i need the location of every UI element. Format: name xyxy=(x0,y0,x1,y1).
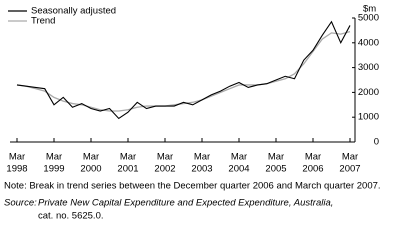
x-tick-label: Mar xyxy=(83,152,99,163)
x-tick-label: Mar xyxy=(194,152,210,163)
x-tick-label: Mar xyxy=(46,152,62,163)
y-tick-label: 4000 xyxy=(358,37,379,48)
series-line xyxy=(16,31,351,112)
y-tick-label: 3000 xyxy=(358,62,379,73)
x-tick-label: Mar xyxy=(342,152,358,163)
x-tick-label: Mar xyxy=(9,152,25,163)
x-tick-label: 1999 xyxy=(43,164,64,175)
x-tick-label: 2006 xyxy=(302,164,323,175)
chart: $m Note: Break in trend series between t… xyxy=(4,4,381,222)
y-tick-label: 5000 xyxy=(358,13,379,24)
x-tick-label: 2003 xyxy=(191,164,212,175)
x-tick-label: Mar xyxy=(157,152,173,163)
unit-label: $m xyxy=(363,4,376,15)
x-tick-label: Mar xyxy=(305,152,321,163)
x-tick-label: 2005 xyxy=(265,164,286,175)
source-title: Private New Capital Expenditure and Expe… xyxy=(38,198,333,209)
x-tick-label: 2007 xyxy=(339,164,360,175)
x-tick-label: Mar xyxy=(120,152,136,163)
legend-label: Trend xyxy=(31,16,55,27)
x-tick-label: 1998 xyxy=(6,164,27,175)
series-line xyxy=(16,20,351,120)
x-tick-label: Mar xyxy=(268,152,284,163)
y-tick-label: 0 xyxy=(374,137,379,148)
x-tick-label: 2004 xyxy=(228,164,249,175)
x-tick-label: Mar xyxy=(231,152,247,163)
source-label: Source: xyxy=(4,198,37,209)
note: Note: Break in trend series between the … xyxy=(4,181,381,192)
y-tick-label: 2000 xyxy=(358,87,379,98)
legend-label: Seasonally adjusted xyxy=(31,6,116,17)
x-tick-label: 2002 xyxy=(154,164,175,175)
x-tick-label: 2000 xyxy=(80,164,101,175)
source-catalogue: cat. no. 5625.0. xyxy=(38,211,104,222)
x-tick-label: 2001 xyxy=(117,164,138,175)
y-tick-label: 1000 xyxy=(358,112,379,123)
